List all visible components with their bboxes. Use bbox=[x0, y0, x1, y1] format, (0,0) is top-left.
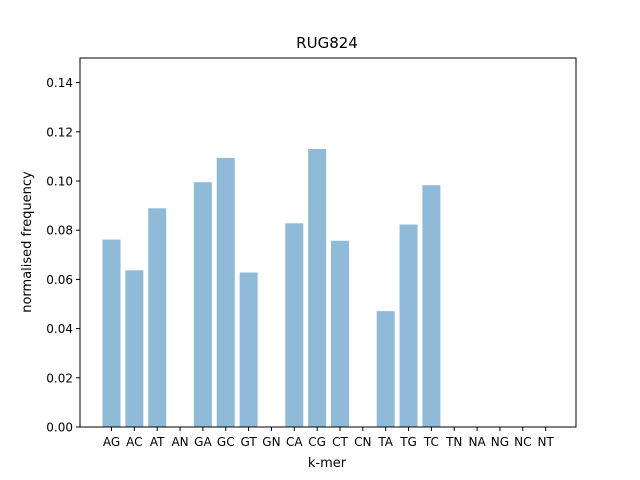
bar-GT bbox=[239, 272, 258, 427]
x-tick-label: CT bbox=[332, 435, 348, 449]
plot-frame bbox=[79, 57, 577, 428]
bar-AG bbox=[102, 239, 121, 427]
x-tick-label: GN bbox=[262, 435, 280, 449]
x-tick-label: CG bbox=[308, 435, 326, 449]
x-tick-label: NG bbox=[491, 435, 509, 449]
bar-GC bbox=[216, 157, 235, 427]
y-tick-label: 0.02 bbox=[46, 371, 73, 385]
y-tick-label: 0.10 bbox=[46, 175, 73, 189]
x-tick-label: AT bbox=[150, 435, 165, 449]
x-tick-label: AG bbox=[103, 435, 120, 449]
x-tick-label: TA bbox=[377, 435, 393, 449]
y-tick-label: 0.12 bbox=[46, 125, 73, 139]
x-tick-label: GC bbox=[217, 435, 235, 449]
bar-CT bbox=[331, 240, 349, 427]
x-tick-label: AN bbox=[171, 435, 188, 449]
bars-group bbox=[102, 149, 441, 427]
y-tick-label: 0.14 bbox=[46, 76, 73, 90]
x-axis-label: k-mer bbox=[308, 456, 347, 471]
bar-TA bbox=[376, 311, 395, 427]
y-axis-label: normalised frequency bbox=[20, 171, 35, 313]
x-tick-label: NC bbox=[514, 435, 531, 449]
y-tick-label: 0.04 bbox=[46, 322, 73, 336]
x-tick-label: TC bbox=[423, 435, 439, 449]
x-tick-label: CN bbox=[354, 435, 371, 449]
x-tick-label: AC bbox=[126, 435, 142, 449]
bar-AC bbox=[125, 270, 144, 427]
bar-CG bbox=[308, 149, 327, 427]
bar-GA bbox=[193, 182, 212, 427]
x-axis: AG AC AT AN GA GC GT GN CA CG CT CN TA TG TC TN NA NG NC NT bbox=[103, 427, 554, 449]
x-tick-label: GT bbox=[240, 435, 257, 449]
y-tick-label: 0.08 bbox=[46, 224, 73, 238]
chart-title: RUG824 bbox=[296, 34, 358, 52]
x-tick-label: TG bbox=[399, 435, 417, 449]
x-tick-label: TN bbox=[445, 435, 462, 449]
y-tick-label: 0.06 bbox=[46, 273, 73, 287]
bar-CA bbox=[285, 223, 304, 427]
x-tick-label: CA bbox=[286, 435, 303, 449]
bar-TG bbox=[399, 224, 418, 427]
bar-TC bbox=[422, 185, 441, 427]
bar-AT bbox=[148, 208, 167, 427]
y-axis: 0.00 0.02 0.04 0.06 0.08 0.10 0.12 0.14 bbox=[46, 76, 80, 435]
x-tick-label: GA bbox=[194, 435, 212, 449]
x-tick-label: NT bbox=[537, 435, 554, 449]
x-tick-label: NA bbox=[469, 435, 487, 449]
y-tick-label: 0.00 bbox=[46, 421, 73, 435]
